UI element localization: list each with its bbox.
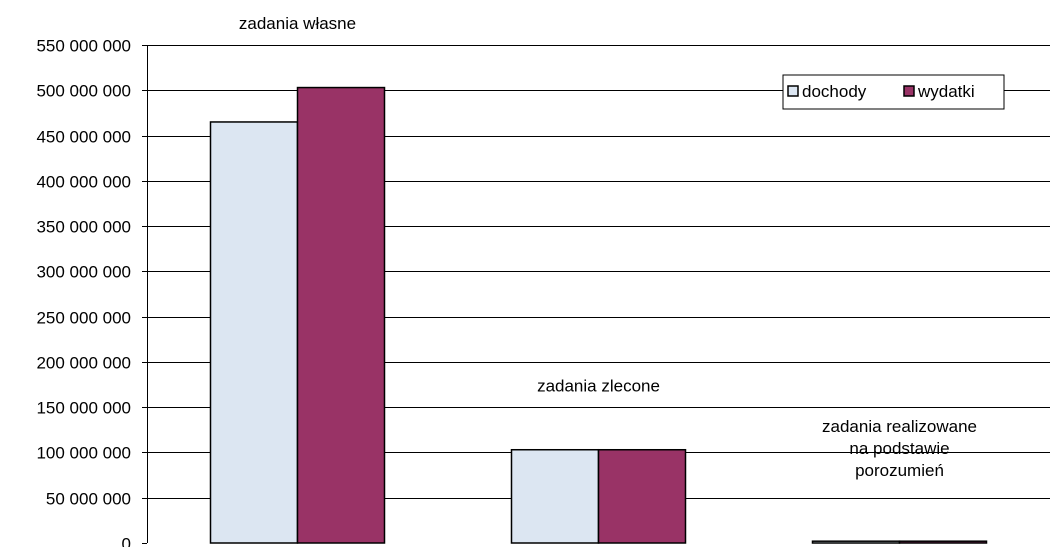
y-tick-label: 450 000 000 bbox=[36, 128, 131, 147]
bar-dochody bbox=[510, 448, 600, 544]
y-tick-label: 500 000 000 bbox=[36, 82, 131, 101]
y-tick-label: 550 000 000 bbox=[36, 37, 131, 56]
y-tick-label: 400 000 000 bbox=[36, 173, 131, 192]
category-label: zadania realizowane na podstawie porozumie… bbox=[822, 417, 977, 480]
y-tick-label: 200 000 000 bbox=[36, 354, 131, 373]
bar-wydatki bbox=[898, 540, 988, 544]
legend-box bbox=[782, 74, 1005, 110]
bar-wydatki bbox=[296, 86, 386, 544]
y-tick-label: 250 000 000 bbox=[36, 309, 131, 328]
y-tick-label: 350 000 000 bbox=[36, 218, 131, 237]
category-labels: zadania własne zadania zlecone zadania rea… bbox=[239, 14, 977, 480]
bar-dochody bbox=[811, 540, 901, 544]
y-tick-labels: 0 50 000 000 100 000 000 150 000 000 200 000… bbox=[36, 37, 131, 552]
bar-wydatki bbox=[597, 448, 687, 544]
y-tick-label: 50 000 000 bbox=[46, 490, 131, 509]
legend-label-dochody: dochody bbox=[802, 82, 867, 101]
legend-swatch-wydatki bbox=[903, 85, 915, 97]
y-tick-label: 0 bbox=[122, 535, 131, 548]
bars bbox=[209, 86, 988, 544]
legend-swatch-dochody bbox=[787, 85, 799, 97]
bar-dochody bbox=[209, 121, 299, 544]
legend-label-wydatki: wydatki bbox=[917, 82, 975, 101]
category-label: zadania własne bbox=[239, 14, 356, 33]
axes bbox=[142, 45, 148, 544]
category-label: zadania zlecone bbox=[537, 377, 660, 396]
y-tick-label: 100 000 000 bbox=[36, 444, 131, 463]
y-tick-label: 150 000 000 bbox=[36, 399, 131, 418]
legend: dochody wydatki bbox=[782, 74, 1005, 110]
y-tick-label: 300 000 000 bbox=[36, 263, 131, 282]
